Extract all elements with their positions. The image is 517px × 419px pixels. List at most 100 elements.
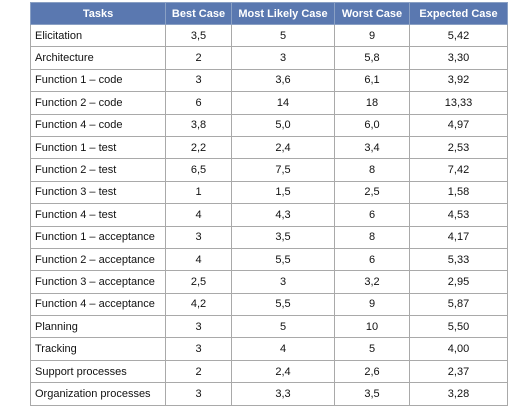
most-likely-case-cell: 1,5 — [231, 180, 335, 205]
task-cell: Tracking — [30, 337, 166, 361]
best-case-cell: 3 — [165, 382, 232, 406]
best-case-cell: 6 — [165, 91, 232, 115]
most-likely-case-cell: 5,5 — [231, 247, 335, 272]
expected-case-cell: 1,58 — [409, 180, 508, 205]
best-case-cell: 3 — [165, 225, 232, 249]
task-cell: Function 1 – acceptance — [30, 225, 166, 249]
worst-case-cell: 10 — [334, 315, 410, 339]
estimates-table-container: Tasks Best Case Most Likely Case Worst C… — [30, 2, 508, 406]
task-cell: Function 2 – test — [30, 158, 166, 182]
table-row: Function 4 – test 4 4,3 6 4,53 — [30, 203, 508, 227]
best-case-cell: 3 — [165, 337, 232, 361]
table-row: Function 3 – test 1 1,5 2,5 1,58 — [30, 180, 508, 205]
most-likely-case-cell: 3 — [231, 46, 335, 70]
best-case-cell: 4,2 — [165, 292, 232, 317]
task-cell: Elicitation — [30, 23, 166, 48]
header-most-likely-case: Most Likely Case — [231, 2, 335, 25]
table-row: Function 2 – acceptance 4 5,5 6 5,33 — [30, 247, 508, 272]
table-row: Function 1 – acceptance 3 3,5 8 4,17 — [30, 225, 508, 249]
expected-case-cell: 3,92 — [409, 68, 508, 93]
best-case-cell: 2,2 — [165, 135, 232, 160]
expected-case-cell: 4,00 — [409, 337, 508, 361]
most-likely-case-cell: 4,3 — [231, 203, 335, 227]
table-row: Organization processes 3 3,3 3,5 3,28 — [30, 382, 508, 406]
most-likely-case-cell: 4 — [231, 337, 335, 361]
worst-case-cell: 8 — [334, 158, 410, 182]
task-cell: Function 3 – test — [30, 180, 166, 205]
task-cell: Function 1 – test — [30, 135, 166, 160]
expected-case-cell: 2,53 — [409, 135, 508, 160]
header-expected-case: Expected Case — [409, 2, 508, 25]
most-likely-case-cell: 5 — [231, 23, 335, 48]
expected-case-cell: 2,37 — [409, 359, 508, 384]
best-case-cell: 3 — [165, 68, 232, 93]
expected-case-cell: 5,33 — [409, 247, 508, 272]
table-header: Tasks Best Case Most Likely Case Worst C… — [30, 2, 508, 25]
table-row: Architecture 2 3 5,8 3,30 — [30, 46, 508, 70]
most-likely-case-cell: 5,5 — [231, 292, 335, 317]
best-case-cell: 2,5 — [165, 270, 232, 294]
task-cell: Function 2 – acceptance — [30, 247, 166, 272]
best-case-cell: 2 — [165, 359, 232, 384]
best-case-cell: 4 — [165, 203, 232, 227]
worst-case-cell: 9 — [334, 292, 410, 317]
task-cell: Function 3 – acceptance — [30, 270, 166, 294]
expected-case-cell: 3,28 — [409, 382, 508, 406]
most-likely-case-cell: 3 — [231, 270, 335, 294]
worst-case-cell: 2,5 — [334, 180, 410, 205]
worst-case-cell: 2,6 — [334, 359, 410, 384]
worst-case-cell: 5,8 — [334, 46, 410, 70]
header-best-case: Best Case — [165, 2, 232, 25]
worst-case-cell: 6 — [334, 247, 410, 272]
header-tasks: Tasks — [30, 2, 166, 25]
table-row: Support processes 2 2,4 2,6 2,37 — [30, 359, 508, 384]
worst-case-cell: 9 — [334, 23, 410, 48]
best-case-cell: 4 — [165, 247, 232, 272]
table-row: Function 1 – code 3 3,6 6,1 3,92 — [30, 68, 508, 93]
most-likely-case-cell: 2,4 — [231, 359, 335, 384]
most-likely-case-cell: 3,3 — [231, 382, 335, 406]
table-row: Function 4 – code 3,8 5,0 6,0 4,97 — [30, 113, 508, 137]
table-row: Function 2 – test 6,5 7,5 8 7,42 — [30, 158, 508, 182]
expected-case-cell: 5,42 — [409, 23, 508, 48]
table-row: Function 3 – acceptance 2,5 3 3,2 2,95 — [30, 270, 508, 294]
worst-case-cell: 6,1 — [334, 68, 410, 93]
table-row: Function 4 – acceptance 4,2 5,5 9 5,87 — [30, 292, 508, 317]
table-row: Function 1 – test 2,2 2,4 3,4 2,53 — [30, 135, 508, 160]
expected-case-cell: 3,30 — [409, 46, 508, 70]
table-row: Planning 3 5 10 5,50 — [30, 315, 508, 339]
most-likely-case-cell: 14 — [231, 91, 335, 115]
expected-case-cell: 4,17 — [409, 225, 508, 249]
expected-case-cell: 5,87 — [409, 292, 508, 317]
expected-case-cell: 2,95 — [409, 270, 508, 294]
table-row: Tracking 3 4 5 4,00 — [30, 337, 508, 361]
header-row: Tasks Best Case Most Likely Case Worst C… — [30, 2, 508, 25]
task-cell: Function 4 – test — [30, 203, 166, 227]
worst-case-cell: 6 — [334, 203, 410, 227]
best-case-cell: 3,8 — [165, 113, 232, 137]
task-cell: Planning — [30, 315, 166, 339]
worst-case-cell: 5 — [334, 337, 410, 361]
most-likely-case-cell: 5 — [231, 315, 335, 339]
worst-case-cell: 3,4 — [334, 135, 410, 160]
task-cell: Organization processes — [30, 382, 166, 406]
best-case-cell: 1 — [165, 180, 232, 205]
most-likely-case-cell: 2,4 — [231, 135, 335, 160]
expected-case-cell: 4,53 — [409, 203, 508, 227]
header-worst-case: Worst Case — [334, 2, 410, 25]
task-cell: Support processes — [30, 359, 166, 384]
best-case-cell: 3,5 — [165, 23, 232, 48]
task-cell: Function 4 – code — [30, 113, 166, 137]
expected-case-cell: 5,50 — [409, 315, 508, 339]
most-likely-case-cell: 3,6 — [231, 68, 335, 93]
worst-case-cell: 8 — [334, 225, 410, 249]
most-likely-case-cell: 3,5 — [231, 225, 335, 249]
worst-case-cell: 6,0 — [334, 113, 410, 137]
table-row: Function 2 – code 6 14 18 13,33 — [30, 91, 508, 115]
task-cell: Architecture — [30, 46, 166, 70]
task-cell: Function 2 – code — [30, 91, 166, 115]
worst-case-cell: 18 — [334, 91, 410, 115]
table-row: Elicitation 3,5 5 9 5,42 — [30, 23, 508, 48]
table-body: Elicitation 3,5 5 9 5,42 Architecture 2 3 5,8 3,3… — [30, 23, 508, 406]
worst-case-cell: 3,2 — [334, 270, 410, 294]
